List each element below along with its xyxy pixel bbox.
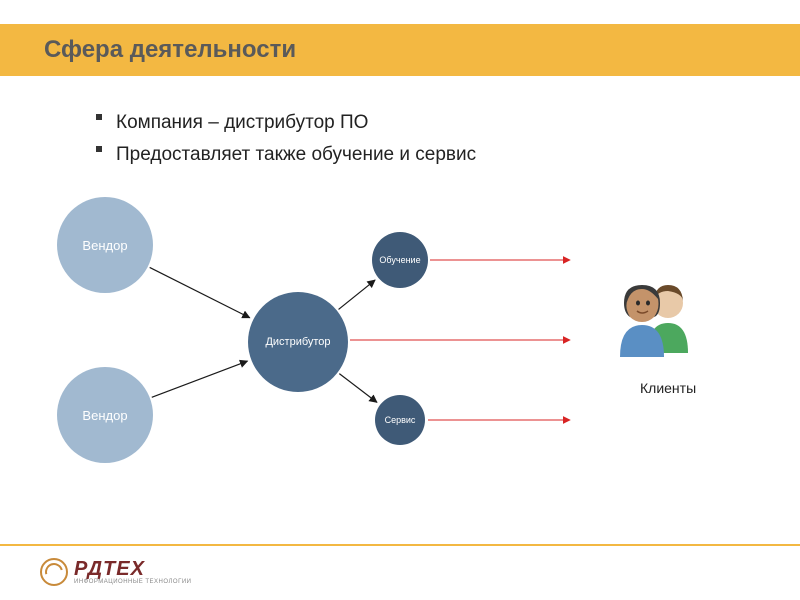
bullet-icon [96, 114, 102, 120]
slide-title: Сфера деятельности [44, 36, 296, 64]
diagram-node-vendor2: Вендор [57, 367, 153, 463]
diagram-node-vendor1: Вендор [57, 197, 153, 293]
footer-divider [0, 544, 800, 546]
bullet-text: Предоставляет также обучение и сервис [116, 142, 476, 168]
list-item: Компания – дистрибутор ПО [96, 110, 760, 136]
logo-main-text: РДТЕХ [74, 559, 191, 579]
clients-icon [610, 275, 700, 370]
company-logo: РДТЕХ ИНФОРМАЦИОННЫЕ ТЕХНОЛОГИИ [40, 558, 191, 586]
clients-label: Клиенты [640, 380, 696, 396]
network-diagram: Вендор Вендор Дистрибутор Обучение Сервис Кл… [0, 180, 800, 500]
logo-mark-icon [40, 558, 68, 586]
bullet-text: Компания – дистрибутор ПО [116, 110, 368, 136]
title-bar: Сфера деятельности [0, 24, 800, 76]
diagram-node-dist: Дистрибутор [248, 292, 348, 392]
logo-sub-text: ИНФОРМАЦИОННЫЕ ТЕХНОЛОГИИ [74, 579, 191, 585]
bullet-icon [96, 146, 102, 152]
list-item: Предоставляет также обучение и сервис [96, 142, 760, 168]
bullet-list: Компания – дистрибутор ПО Предоставляет … [96, 110, 760, 173]
diagram-node-edu: Обучение [372, 232, 428, 288]
diagram-node-serv: Сервис [375, 395, 425, 445]
